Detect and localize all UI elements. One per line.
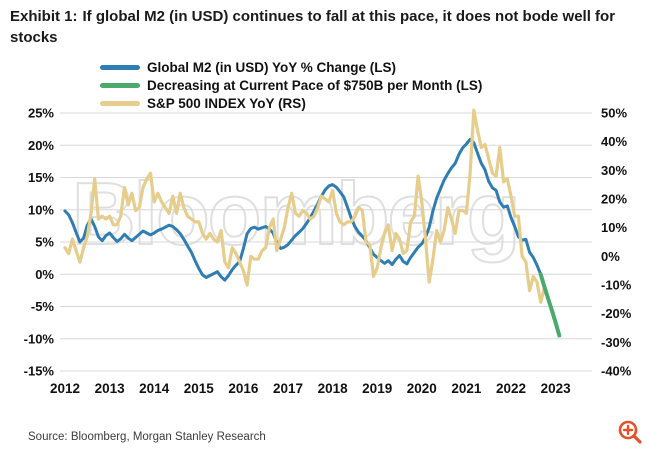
- y-axis-label-left: 25%: [28, 106, 54, 121]
- series-line-spx: [63, 108, 550, 304]
- exhibit-title: Exhibit 1: If global M2 (in USD) continue…: [10, 6, 644, 48]
- x-axis-label: 2016: [228, 381, 259, 396]
- y-axis-label-left: -15%: [24, 364, 55, 379]
- y-axis-label-right: -10%: [601, 278, 632, 293]
- source-note: Source: Bloomberg, Morgan Stanley Resear…: [28, 431, 266, 443]
- y-axis-label-left: -5%: [31, 299, 55, 314]
- forecast-line-swatch: [100, 82, 140, 88]
- series-line-forecast: [538, 272, 562, 338]
- x-axis-label: 2021: [451, 381, 482, 396]
- y-axis-label-left: 5%: [35, 235, 54, 250]
- x-axis-label: 2022: [496, 381, 526, 396]
- y-axis-label-left: 10%: [28, 202, 54, 217]
- chart-legend: Global M2 (in USD) YoY % Change (LS) Dec…: [100, 58, 482, 112]
- x-axis-label: 2023: [541, 381, 572, 396]
- series-line-m2: [63, 137, 543, 282]
- x-axis-label: 2019: [362, 381, 392, 396]
- legend-label: S&P 500 INDEX YoY (RS): [147, 95, 306, 111]
- y-axis-label-left: 0%: [35, 267, 54, 282]
- legend-item-m2: Global M2 (in USD) YoY % Change (LS): [100, 58, 482, 76]
- m2-line-swatch: [100, 64, 140, 70]
- y-axis-label-right: 10%: [601, 220, 627, 235]
- y-axis-label-left: -10%: [24, 331, 55, 346]
- legend-item-spx: S&P 500 INDEX YoY (RS): [100, 94, 482, 112]
- y-axis-label-right: 0%: [601, 249, 620, 264]
- x-axis-label: 2015: [184, 381, 215, 396]
- legend-label: Decreasing at Current Pace of $750B per …: [147, 77, 483, 93]
- exhibit-number: Exhibit 1:: [10, 8, 78, 25]
- y-axis-label-left: 20%: [28, 138, 54, 153]
- x-axis-label: 2020: [407, 381, 437, 396]
- y-axis-label-right: -40%: [601, 364, 632, 379]
- y-axis-label-left: 15%: [28, 170, 54, 185]
- y-axis-label-right: 40%: [601, 134, 627, 149]
- x-axis-label: 2018: [318, 381, 349, 396]
- legend-label: Global M2 (in USD) YoY % Change (LS): [147, 59, 397, 75]
- x-axis-label: 2014: [139, 381, 170, 396]
- y-axis-label-right: 30%: [601, 163, 627, 178]
- y-axis-label-right: -20%: [601, 306, 632, 321]
- y-axis-label-right: 20%: [601, 192, 627, 207]
- y-axis-label-right: 50%: [601, 106, 627, 121]
- y-axis-label-right: -30%: [601, 335, 632, 350]
- zoom-in-icon[interactable]: [617, 419, 643, 445]
- legend-item-forecast: Decreasing at Current Pace of $750B per …: [100, 76, 482, 94]
- x-axis-label: 2012: [50, 381, 80, 396]
- x-axis-label: 2017: [273, 381, 303, 396]
- spx-line-swatch: [100, 100, 140, 106]
- x-axis-label: 2013: [95, 381, 126, 396]
- exhibit-title-text: If global M2 (in USD) continues to fall …: [10, 8, 616, 46]
